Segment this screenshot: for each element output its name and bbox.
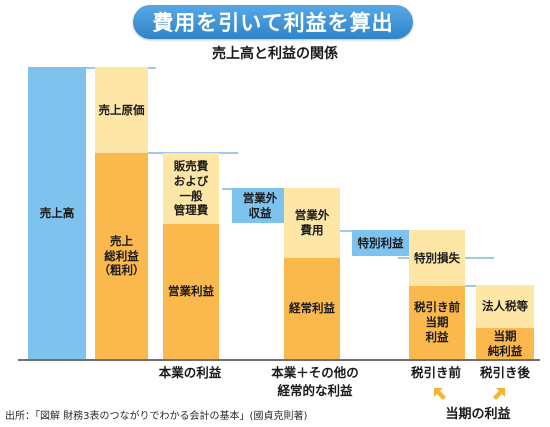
page-title: 費用を引いて利益を算出 (133, 5, 413, 39)
block-operating-profit: 営業利益 (163, 224, 219, 359)
label-core-business-profit: 本業の利益 (158, 365, 222, 380)
block-ordinary-profit: 経常利益 (284, 258, 340, 359)
baseline (18, 359, 540, 361)
block-cost-of-sales: 売上原価 (95, 67, 148, 153)
block-sga: 販売費 および 一般 管理費 (163, 153, 219, 224)
block-corporate-tax: 法人税等 (476, 285, 534, 328)
diagram-subtitle: 売上高と利益の関係 (212, 46, 338, 62)
block-net-profit: 当期 純利益 (476, 328, 534, 359)
connector-line (28, 67, 156, 69)
block-extraordinary-gain: 特別利益 (352, 230, 409, 256)
block-extraordinary-loss: 特別損失 (409, 230, 465, 286)
block-non-operating-income: 営業外 収益 (232, 188, 288, 223)
label-pretax: 税引き前 (410, 365, 461, 380)
label-core-plus-ordinary-profit: 本業＋その他の 経常的な利益 (271, 365, 359, 398)
label-period-profit: 当期の利益 (445, 407, 511, 422)
block-pretax-profit: 税引き前 当期 利益 (409, 286, 465, 359)
block-sales: 売上高 (28, 67, 86, 359)
block-gross-profit: 売上 総利益 （粗利） (95, 153, 148, 359)
source-citation: 出所：「図解 財務3表のつながりでわかる会計の基本」(國貞克則著) (5, 411, 308, 422)
label-aftertax: 税引き後 (479, 365, 530, 380)
arrow-up-right-icon (493, 388, 505, 400)
arrow-up-left-icon (434, 388, 446, 400)
block-non-operating-expense: 営業外 費用 (284, 188, 340, 258)
